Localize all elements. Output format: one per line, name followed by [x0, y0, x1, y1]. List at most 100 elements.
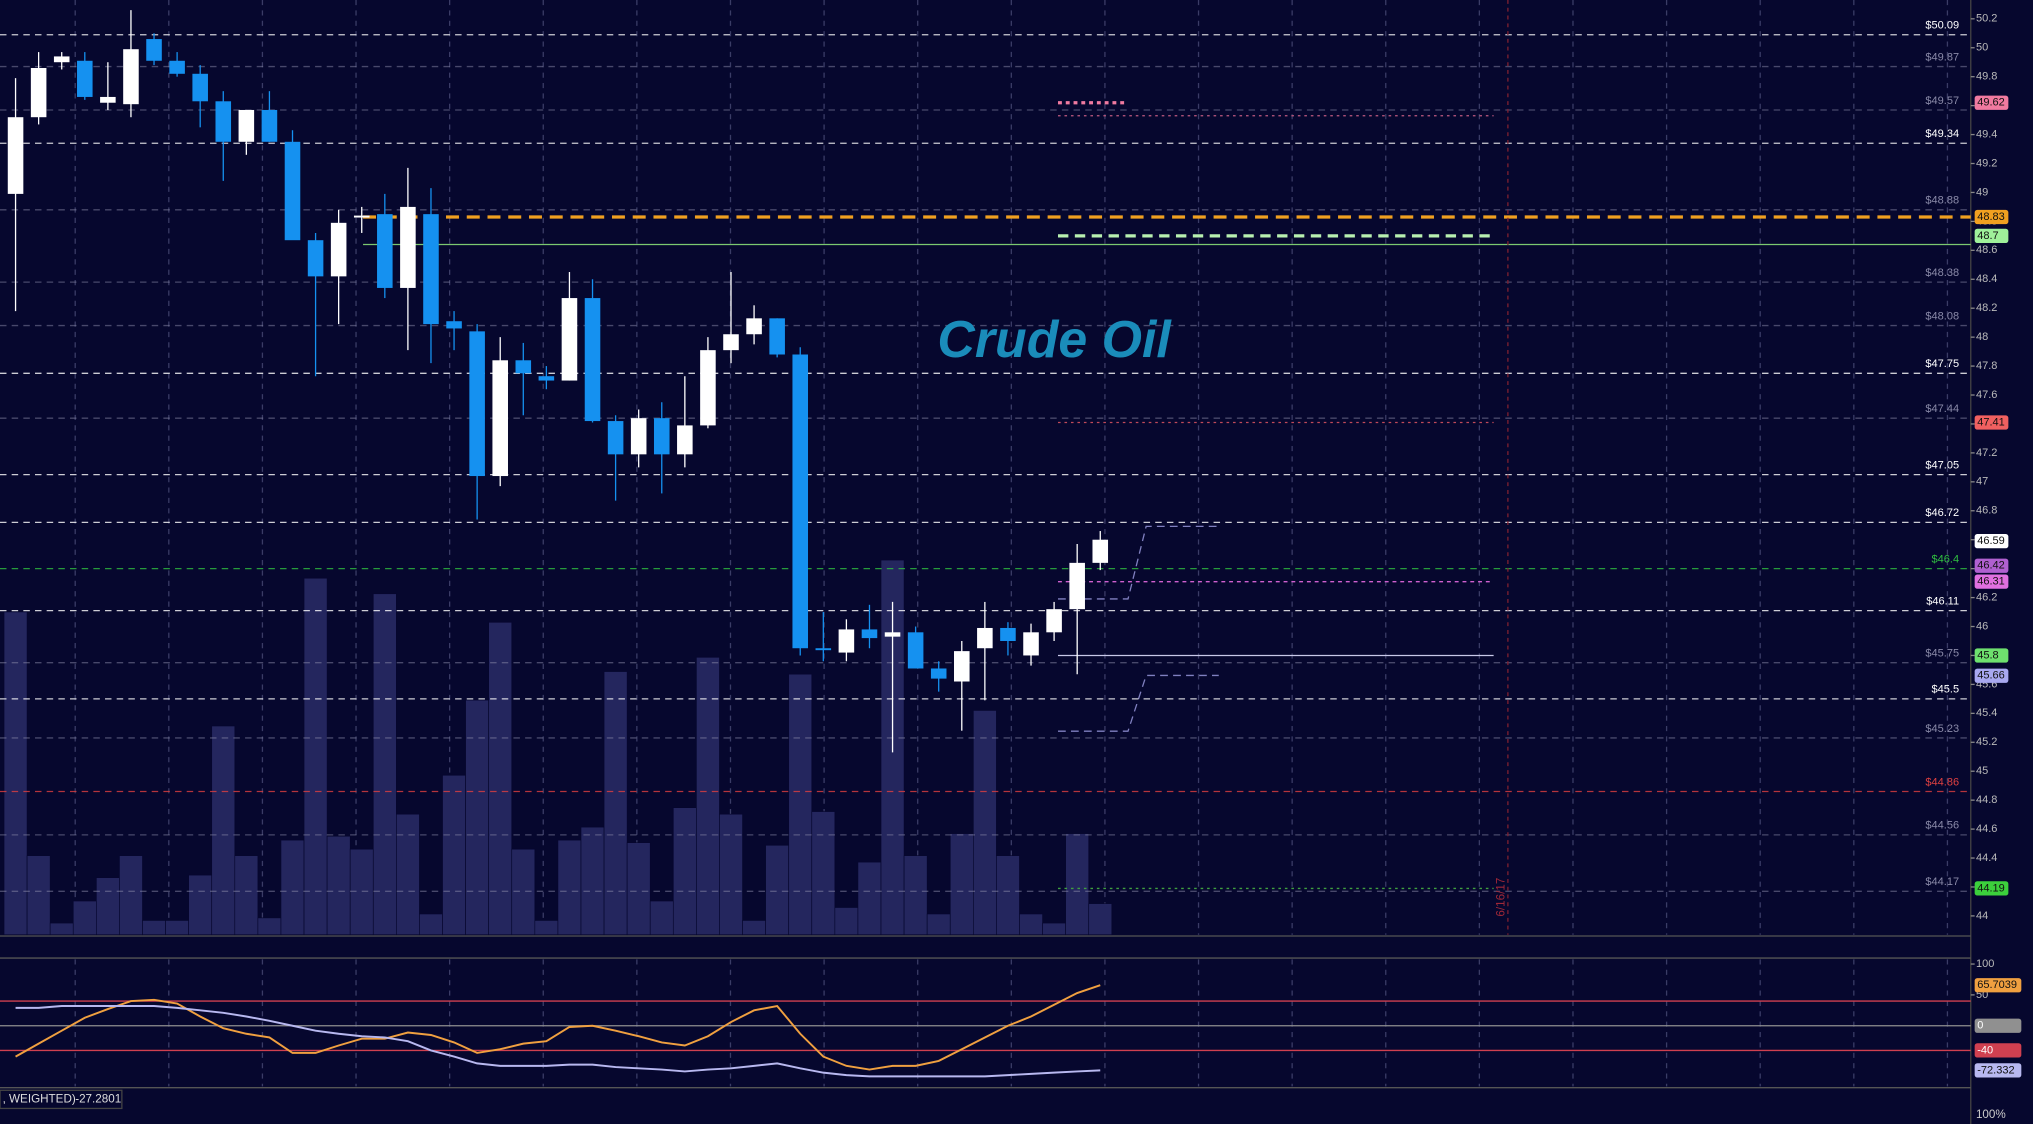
candle-body — [653, 418, 670, 455]
y-tick-label: 44.4 — [1976, 852, 1997, 864]
candle-body — [930, 668, 947, 679]
price-badge — [1974, 95, 2009, 110]
candle-body — [607, 421, 624, 455]
y-tick-label: 48 — [1976, 331, 1988, 343]
volume-bar — [926, 913, 951, 936]
y-tick-label: 50 — [1976, 42, 1988, 54]
y-tick-label: 47.8 — [1976, 360, 1997, 372]
candle-body — [77, 60, 93, 97]
candle-body — [1023, 632, 1039, 656]
osc-badge — [1974, 1018, 2022, 1033]
price-badge — [1974, 228, 2009, 243]
candle-body — [492, 360, 508, 477]
candle-body — [123, 49, 139, 105]
date-marker: 6/16/17 — [1494, 878, 1507, 917]
candle-body — [723, 334, 739, 351]
volume-bar — [742, 920, 766, 936]
level-label: $46.4 — [1932, 553, 1960, 565]
price-badge-label: 49.62 — [1977, 97, 2005, 109]
volume-bar — [465, 699, 489, 936]
volume-bar — [1065, 833, 1090, 936]
volume-bar — [511, 848, 536, 936]
volume-bar — [811, 811, 836, 936]
candle-body — [561, 298, 578, 381]
y-tick-label: 44.8 — [1976, 794, 1997, 806]
osc-tick-label: 100 — [1976, 958, 1994, 970]
level-label: $49.87 — [1925, 51, 1959, 63]
candle-body — [30, 68, 47, 118]
candle-body — [330, 222, 347, 277]
price-badge — [1974, 668, 2009, 683]
y-tick-label: 46.8 — [1976, 505, 1997, 517]
volume-bar — [211, 725, 236, 936]
candle-body — [954, 651, 970, 682]
volume-bar — [119, 855, 143, 936]
volume-bar — [788, 673, 813, 936]
y-tick-label: 47.2 — [1976, 447, 1997, 459]
price-badge-label: 45.8 — [1977, 649, 1998, 661]
chart-title: Crude Oil — [937, 310, 1172, 368]
level-label: $48.38 — [1925, 267, 1959, 279]
y-tick-label: 47 — [1976, 476, 1988, 488]
candle-body — [1069, 562, 1085, 610]
volume-bar — [696, 656, 720, 936]
volume-bar — [326, 835, 351, 936]
volume-bar — [765, 844, 790, 936]
osc-badge-label: -40 — [1977, 1044, 1993, 1056]
price-badge — [1974, 881, 2009, 896]
level-label: $50.09 — [1925, 20, 1959, 32]
volume-bar — [26, 855, 51, 936]
candle-body — [469, 331, 485, 477]
volume-bar — [3, 611, 28, 936]
projection-high — [1057, 525, 1219, 600]
volume-bar — [96, 877, 120, 936]
level-label: $47.75 — [1925, 358, 1959, 370]
volume-bar — [188, 874, 213, 936]
volume-bar — [857, 861, 882, 936]
price-badge-label: 46.31 — [1977, 576, 2005, 588]
volume-bar — [303, 577, 328, 936]
candle-body — [630, 418, 647, 455]
level-label: $48.08 — [1925, 310, 1959, 322]
candle-body — [446, 321, 462, 329]
volume-bar — [1019, 913, 1043, 936]
y-tick-label: 49 — [1976, 186, 1988, 198]
indicator-name: , WEIGHTED) — [3, 1092, 76, 1105]
candle-body — [861, 629, 878, 639]
candle-body — [884, 632, 901, 637]
candle-body — [377, 214, 393, 288]
level-label: $48.88 — [1925, 195, 1959, 207]
volume-bar — [49, 922, 74, 936]
y-tick-label: 48.4 — [1976, 273, 1997, 285]
volume-bar — [534, 920, 559, 936]
volume-bar — [903, 855, 928, 936]
candle-body — [1092, 539, 1109, 563]
price-badge — [1974, 648, 2009, 663]
volume-bar — [165, 920, 189, 936]
volume-bar — [557, 839, 582, 936]
level-label: $46.11 — [1926, 595, 1959, 607]
indicator-readout: -27.2801 — [75, 1092, 121, 1105]
candle-body — [423, 214, 439, 325]
price-badge-label: 47.41 — [1977, 416, 2005, 428]
candle-body — [146, 39, 162, 61]
price-badge-label: 48.83 — [1977, 211, 2005, 223]
candle-body — [977, 627, 993, 649]
level-label: $44.86 — [1925, 776, 1959, 788]
y-tick-label: 45.6 — [1976, 678, 1997, 690]
candle-body — [353, 215, 370, 218]
candle-body — [238, 109, 255, 142]
candle-body — [584, 298, 601, 422]
candle-body — [792, 354, 809, 649]
candle-body — [192, 73, 208, 102]
y-tick-label: 48.6 — [1976, 244, 1997, 256]
volume-bar — [626, 842, 651, 936]
candle-body — [677, 425, 693, 455]
y-tick-label: 44.6 — [1976, 823, 1997, 835]
volume-bar — [580, 826, 605, 936]
volume-bar — [603, 671, 628, 936]
y-tick-label: 46.2 — [1976, 591, 1997, 603]
osc-line — [15, 1005, 1101, 1078]
osc-line — [15, 984, 1101, 1071]
legend-box — [0, 1089, 123, 1110]
